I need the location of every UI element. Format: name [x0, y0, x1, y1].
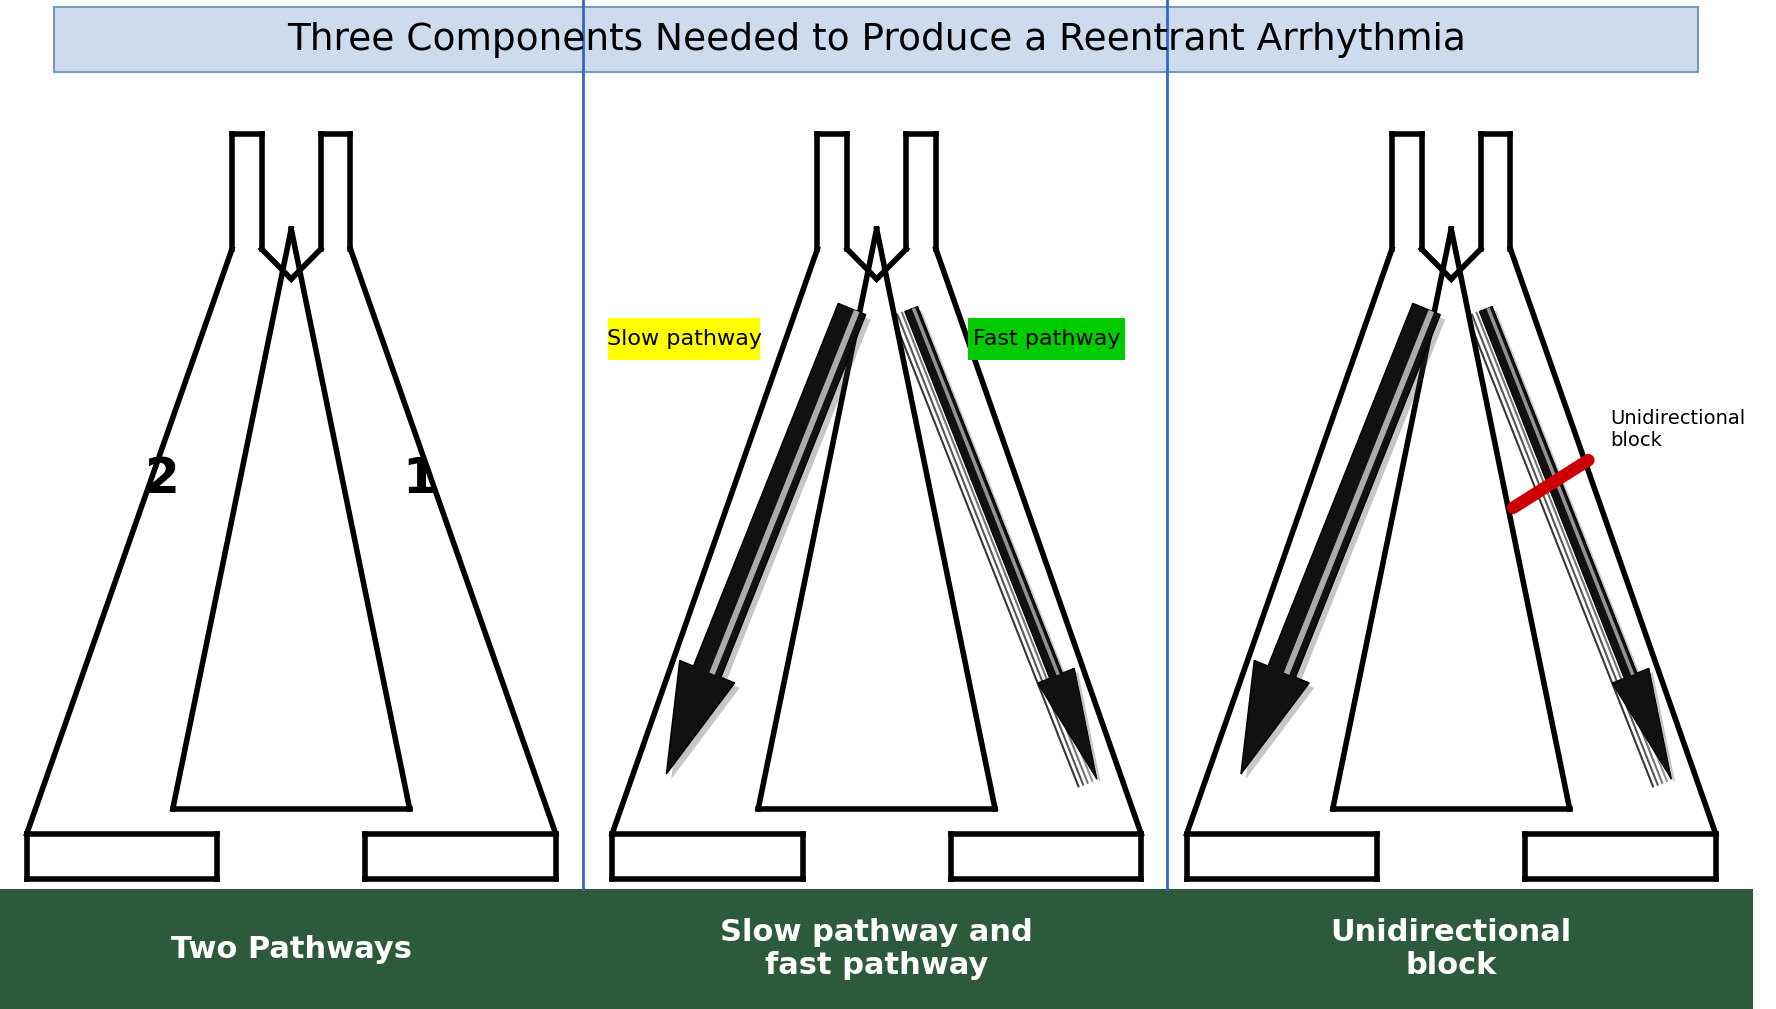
- Text: Slow pathway and
fast pathway: Slow pathway and fast pathway: [721, 918, 1034, 981]
- Polygon shape: [1483, 311, 1675, 783]
- Bar: [0, 889, 1753, 1009]
- Polygon shape: [1284, 310, 1433, 675]
- Polygon shape: [904, 307, 1098, 779]
- FancyBboxPatch shape: [607, 318, 760, 360]
- Text: Slow pathway: Slow pathway: [607, 329, 762, 349]
- Polygon shape: [1479, 307, 1671, 779]
- Text: Fast pathway: Fast pathway: [973, 329, 1121, 349]
- Text: 2: 2: [146, 455, 181, 503]
- FancyBboxPatch shape: [55, 7, 1698, 72]
- Polygon shape: [666, 304, 865, 774]
- Polygon shape: [1487, 308, 1634, 675]
- FancyBboxPatch shape: [968, 318, 1126, 360]
- Text: Two Pathways: Two Pathways: [170, 934, 412, 964]
- Polygon shape: [671, 309, 870, 779]
- Polygon shape: [1245, 309, 1446, 779]
- Text: Three Components Needed to Produce a Reentrant Arrhythmia: Three Components Needed to Produce a Ree…: [288, 21, 1465, 58]
- Polygon shape: [709, 310, 860, 675]
- Polygon shape: [1241, 304, 1440, 774]
- Text: Unidirectional
block: Unidirectional block: [1609, 409, 1746, 449]
- Polygon shape: [911, 308, 1060, 675]
- Text: 1: 1: [401, 455, 437, 503]
- Polygon shape: [909, 311, 1101, 783]
- Text: Unidirectional
block: Unidirectional block: [1330, 918, 1572, 981]
